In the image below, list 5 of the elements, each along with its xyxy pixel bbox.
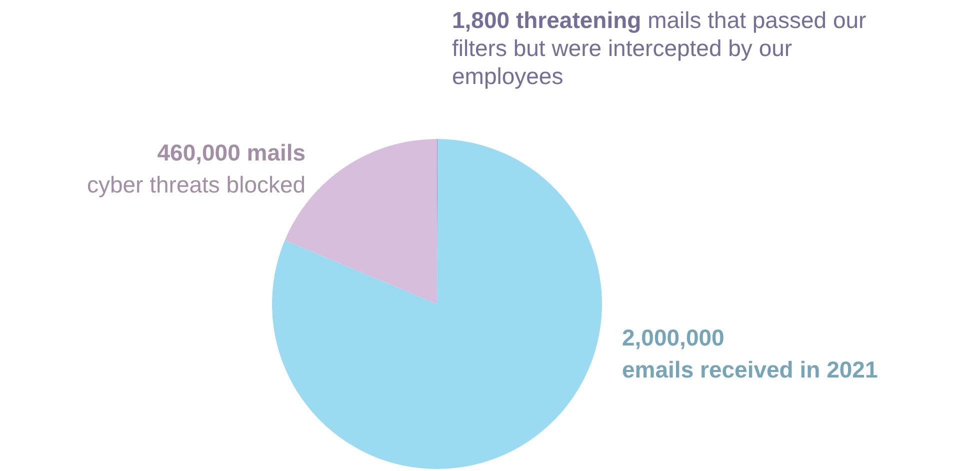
slice-label: cyber threats blocked — [86, 172, 306, 198]
data-label: 460,000 mails — [157, 140, 306, 166]
data-label: 2,000,000 — [622, 324, 724, 350]
data-label: 1,800 threatening — [452, 7, 648, 33]
slice-label: emails received in 2021 — [622, 356, 878, 382]
